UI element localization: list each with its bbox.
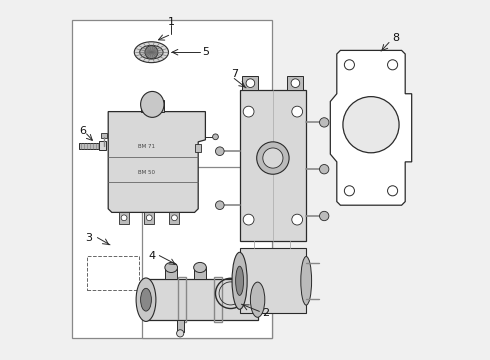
Bar	[87, 256, 139, 290]
Ellipse shape	[140, 45, 163, 59]
Polygon shape	[108, 112, 205, 212]
Circle shape	[319, 211, 329, 221]
Bar	[141, 100, 164, 112]
Circle shape	[243, 214, 254, 225]
Ellipse shape	[134, 42, 169, 63]
Bar	[178, 277, 186, 322]
Circle shape	[292, 214, 303, 225]
Circle shape	[246, 79, 255, 87]
Circle shape	[291, 79, 300, 87]
Ellipse shape	[141, 91, 164, 117]
Bar	[119, 212, 129, 224]
Bar	[143, 167, 272, 338]
Text: 7: 7	[231, 69, 238, 79]
Circle shape	[176, 330, 184, 337]
Bar	[194, 267, 206, 279]
Polygon shape	[330, 50, 412, 205]
Bar	[240, 90, 306, 241]
Bar	[146, 279, 258, 320]
Bar	[240, 248, 306, 313]
Ellipse shape	[194, 262, 206, 273]
Circle shape	[344, 60, 354, 70]
Bar	[288, 76, 303, 90]
Text: 6: 6	[79, 126, 86, 136]
Circle shape	[388, 186, 398, 196]
Bar	[195, 144, 201, 152]
Text: 2: 2	[262, 308, 270, 318]
Bar	[215, 277, 222, 322]
Bar	[99, 141, 106, 150]
Text: BM 50: BM 50	[138, 170, 154, 175]
Circle shape	[216, 147, 224, 156]
Text: 1: 1	[168, 17, 175, 27]
Ellipse shape	[141, 288, 151, 311]
Text: 5: 5	[202, 47, 209, 57]
Text: 3: 3	[85, 233, 92, 243]
Text: 4: 4	[148, 251, 156, 261]
Bar	[243, 76, 258, 90]
Bar	[144, 212, 154, 224]
Circle shape	[257, 142, 289, 174]
Ellipse shape	[301, 256, 312, 305]
Text: BM 71: BM 71	[138, 144, 154, 149]
Text: 8: 8	[392, 33, 399, 43]
Ellipse shape	[250, 282, 265, 317]
Circle shape	[147, 215, 152, 221]
Circle shape	[121, 215, 127, 221]
Bar	[176, 320, 184, 332]
Bar	[72, 20, 272, 338]
Ellipse shape	[232, 252, 247, 309]
Circle shape	[343, 96, 399, 153]
Circle shape	[344, 186, 354, 196]
Circle shape	[213, 134, 219, 140]
Ellipse shape	[165, 262, 177, 273]
Circle shape	[216, 201, 224, 210]
Circle shape	[319, 165, 329, 174]
Ellipse shape	[136, 278, 156, 321]
Bar	[170, 212, 179, 224]
Bar	[101, 133, 107, 138]
Circle shape	[263, 148, 283, 168]
Circle shape	[172, 215, 177, 221]
Circle shape	[243, 106, 254, 117]
Ellipse shape	[236, 266, 244, 295]
Circle shape	[292, 106, 303, 117]
Circle shape	[145, 46, 158, 59]
Bar	[166, 267, 177, 279]
Circle shape	[319, 118, 329, 127]
Circle shape	[388, 60, 398, 70]
Bar	[79, 143, 104, 149]
